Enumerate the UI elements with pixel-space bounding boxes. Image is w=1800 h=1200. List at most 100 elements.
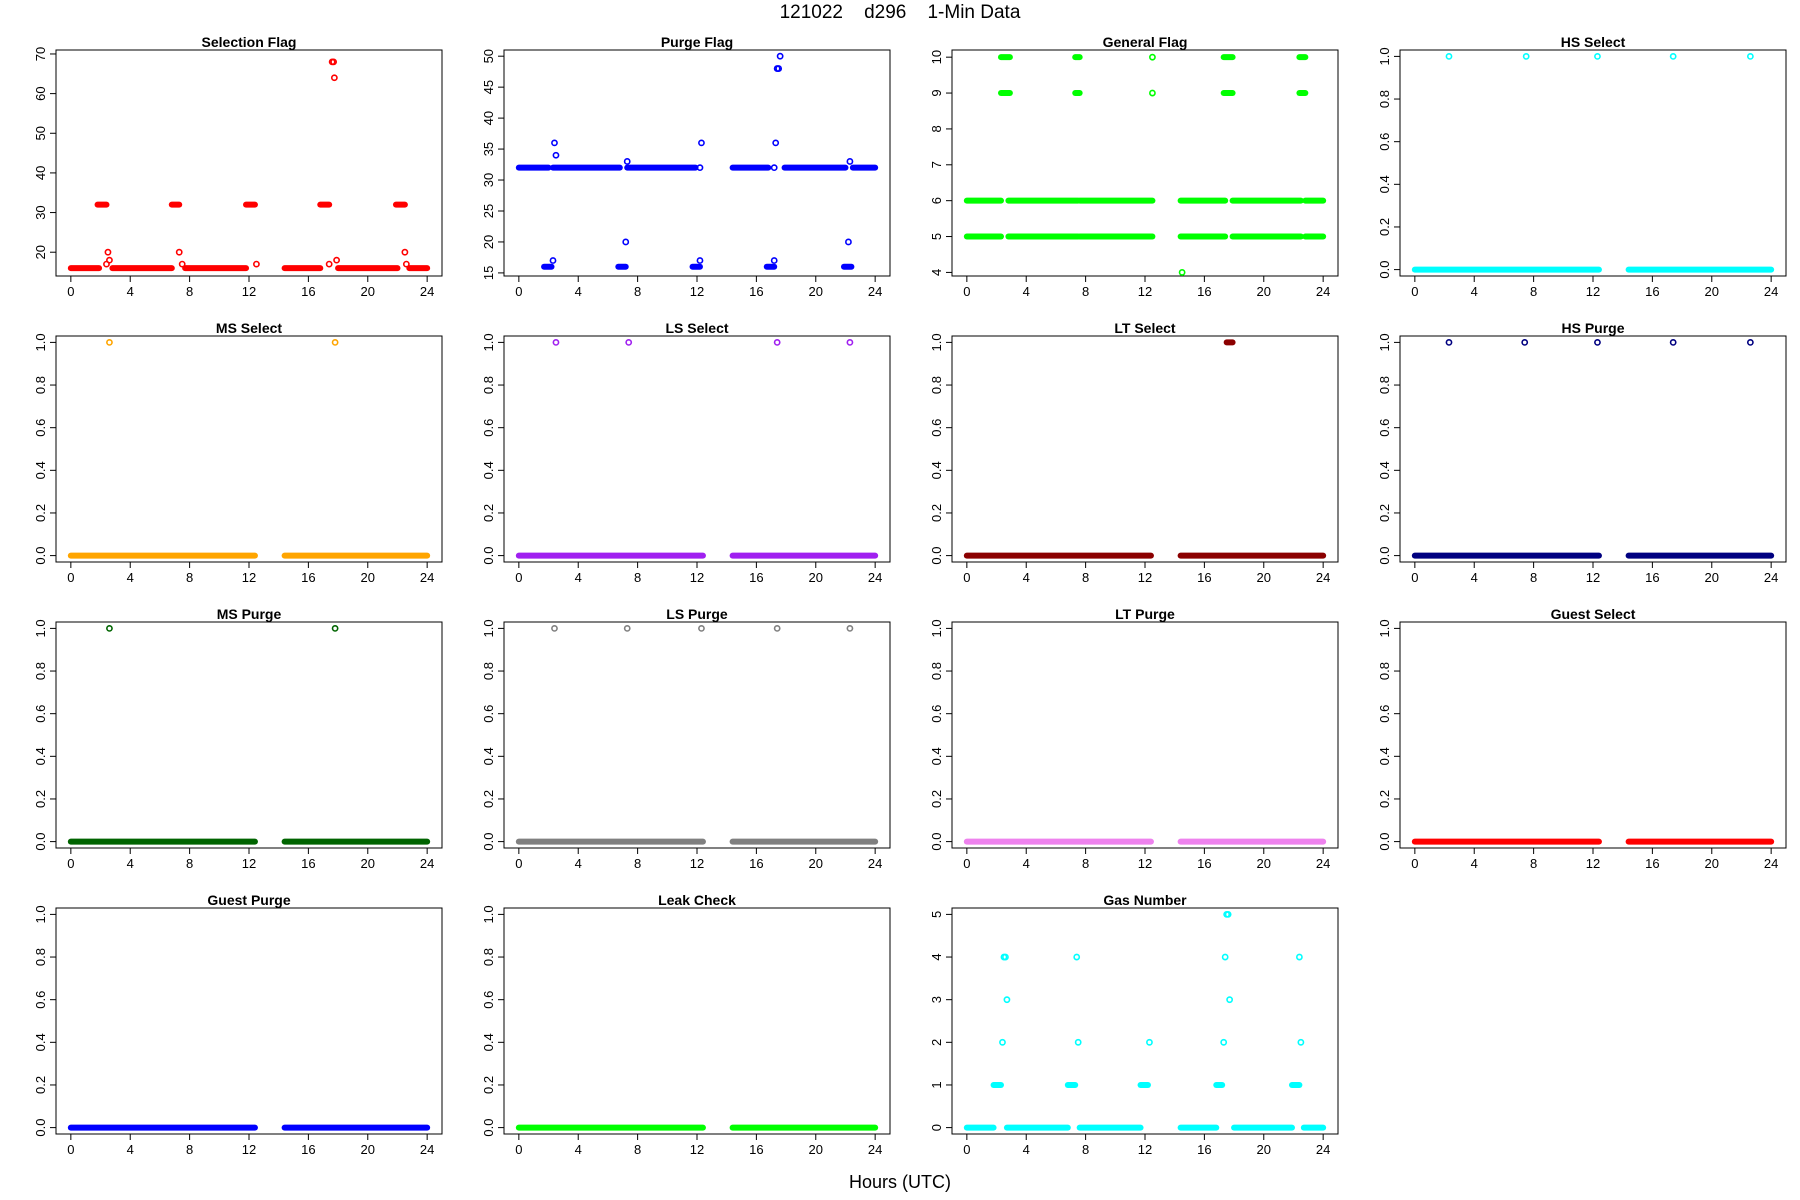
x-tick-label: 16 xyxy=(301,1142,315,1157)
y-tick-label: 0.0 xyxy=(1377,547,1392,565)
x-tick-label: 24 xyxy=(1764,284,1778,299)
x-tick-label: 4 xyxy=(1471,856,1478,871)
data-point xyxy=(770,257,778,264)
data-point xyxy=(1746,52,1754,60)
x-tick-label: 4 xyxy=(1023,284,1030,299)
x-tick-label: 12 xyxy=(1138,856,1152,871)
y-tick-label: 0.2 xyxy=(33,790,48,808)
panel-title: LT Select xyxy=(1114,320,1176,336)
data-point xyxy=(773,624,781,632)
y-tick-label: 3 xyxy=(929,996,944,1003)
y-tick-label: 0.6 xyxy=(33,991,48,1009)
panel-title: HS Select xyxy=(1561,34,1626,50)
x-tick-label: 20 xyxy=(361,284,375,299)
data-point xyxy=(1146,1038,1153,1046)
y-tick-label: 0.0 xyxy=(1377,833,1392,851)
data-point xyxy=(1296,953,1303,961)
panel-lt-select: LT Select 0 4 8 12 16 20 24 0.0 0.2 0.4 0.6 0.8 1.0 xyxy=(929,320,1339,585)
x-tick-label: 8 xyxy=(1530,570,1537,585)
data-point xyxy=(1594,338,1601,346)
y-tick-label: 0.8 xyxy=(929,662,944,680)
y-tick-label: 0.2 xyxy=(1377,218,1392,236)
data-point xyxy=(1149,53,1156,61)
panel-title: MS Select xyxy=(216,320,282,336)
x-tick-label: 8 xyxy=(634,1142,641,1157)
y-tick-label: 5 xyxy=(929,233,944,240)
data-point xyxy=(549,257,557,264)
x-tick-label: 20 xyxy=(1257,856,1271,871)
data-point xyxy=(1669,338,1677,346)
y-tick-label: 0.8 xyxy=(33,948,48,966)
x-tick-label: 20 xyxy=(361,856,375,871)
x-tick-label: 0 xyxy=(963,284,970,299)
y-tick-label: 0.6 xyxy=(1377,705,1392,723)
data-point xyxy=(175,248,183,256)
data-point xyxy=(623,624,631,632)
x-tick-label: 0 xyxy=(515,1142,522,1157)
x-tick-label: 0 xyxy=(67,1142,74,1157)
y-tick-label: 1.0 xyxy=(481,905,496,923)
x-tick-label: 0 xyxy=(67,570,74,585)
y-tick-label: 0.6 xyxy=(33,419,48,437)
y-tick-label: 0.8 xyxy=(1377,662,1392,680)
x-tick-label: 0 xyxy=(515,570,522,585)
x-tick-label: 20 xyxy=(1705,284,1719,299)
data-point xyxy=(999,1038,1006,1046)
panel-ms-purge: MS Purge 0 4 8 12 16 20 24 0.0 0.2 0.4 0.6 0.8 1.0 xyxy=(33,606,443,871)
x-tick-label: 8 xyxy=(1082,570,1089,585)
plot-frame xyxy=(503,49,891,277)
y-tick-label: 4 xyxy=(929,953,944,960)
data-point xyxy=(1594,52,1601,60)
data-point xyxy=(696,257,704,264)
y-tick-label: 1.0 xyxy=(1377,333,1392,351)
data-point xyxy=(551,624,558,632)
y-tick-label: 25 xyxy=(481,204,496,218)
x-tick-label: 16 xyxy=(1197,284,1211,299)
y-tick-label: 0.2 xyxy=(481,1076,496,1094)
y-tick-label: 45 xyxy=(481,80,496,94)
data-point xyxy=(1445,338,1453,346)
x-tick-label: 16 xyxy=(301,570,315,585)
y-tick-label: 0.6 xyxy=(481,991,496,1009)
y-tick-label: 20 xyxy=(33,245,48,259)
y-tick-label: 20 xyxy=(481,235,496,249)
x-tick-label: 12 xyxy=(1138,1142,1152,1157)
x-tick-label: 0 xyxy=(67,284,74,299)
data-point xyxy=(773,338,781,346)
data-point xyxy=(1002,953,1009,961)
y-tick-label: 1.0 xyxy=(33,333,48,351)
y-tick-label: 0.4 xyxy=(481,747,496,765)
x-tick-label: 4 xyxy=(575,284,582,299)
figure-title: 121022 d296 1-Min Data xyxy=(779,2,1021,23)
data-point xyxy=(1178,269,1186,276)
y-tick-label: 0.6 xyxy=(1377,133,1392,151)
data-point xyxy=(770,164,778,172)
panel-guest-select: Guest Select 0 4 8 12 16 20 24 0.0 0.2 0.4 0.6 0.8 1.… xyxy=(1377,606,1787,871)
data-point xyxy=(1074,1038,1082,1046)
plot-frame xyxy=(951,49,1339,277)
x-tick-label: 16 xyxy=(749,284,763,299)
x-tick-label: 24 xyxy=(1764,570,1778,585)
y-tick-label: 0.2 xyxy=(481,504,496,522)
y-tick-label: 0.0 xyxy=(33,833,48,851)
x-tick-label: 4 xyxy=(1471,284,1478,299)
y-tick-label: 40 xyxy=(33,166,48,180)
x-tick-label: 4 xyxy=(127,856,134,871)
data-point xyxy=(106,624,113,632)
panel-title: LS Purge xyxy=(666,606,728,622)
data-point xyxy=(106,256,113,264)
x-tick-label: 16 xyxy=(1645,856,1659,871)
y-tick-label: 0.4 xyxy=(481,461,496,479)
panel-title: LT Purge xyxy=(1115,606,1175,622)
x-tick-label: 24 xyxy=(868,856,882,871)
data-point xyxy=(330,74,338,82)
data-point xyxy=(1149,89,1156,97)
panel-selection-flag: Selection Flag 0 4 8 12 16 20 24 20 30 40 50 60 70 xyxy=(33,34,443,299)
data-point xyxy=(552,151,560,159)
x-tick-label: 20 xyxy=(1705,570,1719,585)
x-tick-label: 20 xyxy=(809,570,823,585)
x-tick-label: 12 xyxy=(242,284,256,299)
y-tick-label: 15 xyxy=(481,266,496,280)
y-tick-label: 1.0 xyxy=(33,905,48,923)
y-tick-label: 0.8 xyxy=(33,662,48,680)
